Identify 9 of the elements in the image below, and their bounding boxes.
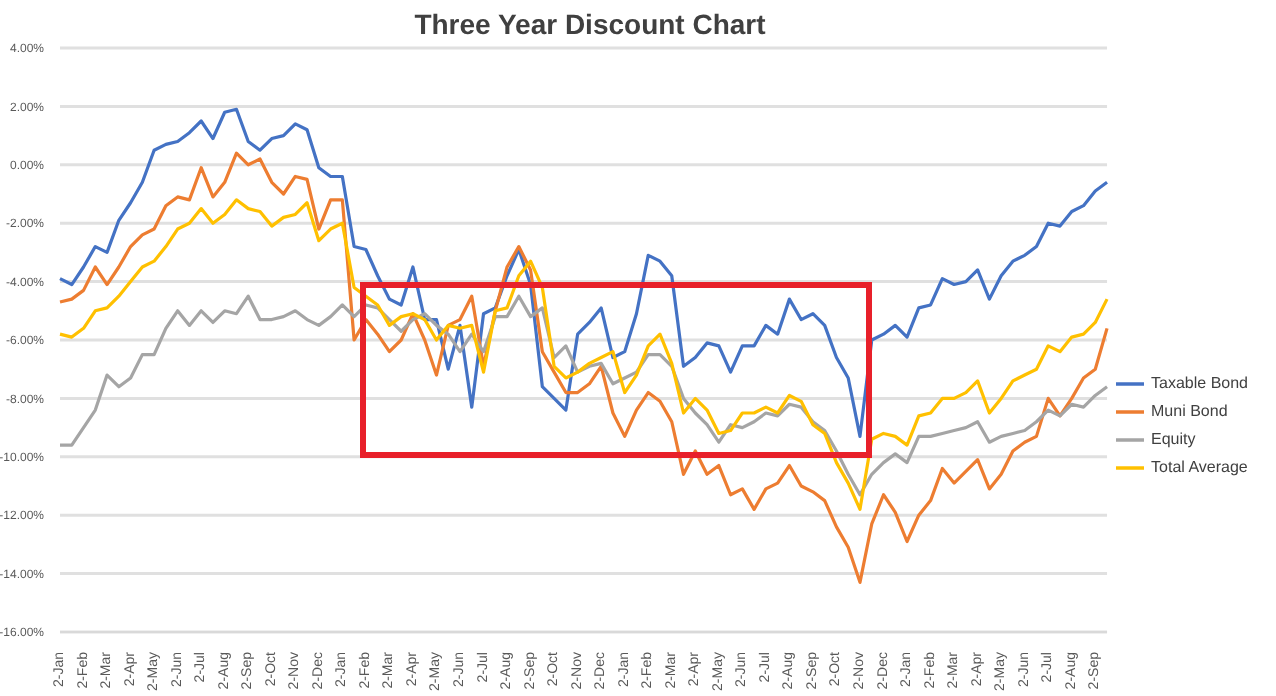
legend-label: Muni Bond — [1151, 402, 1228, 421]
line-series — [58, 294, 1109, 497]
line-series — [58, 151, 1109, 584]
legend-label: Taxable Bond — [1151, 374, 1248, 393]
chart-title: Three Year Discount Chart — [412, 8, 768, 40]
legend-label: Total Average — [1151, 458, 1248, 477]
legend-label: Equity — [1151, 430, 1196, 449]
line-series — [58, 198, 1109, 511]
line-series — [58, 107, 1109, 438]
